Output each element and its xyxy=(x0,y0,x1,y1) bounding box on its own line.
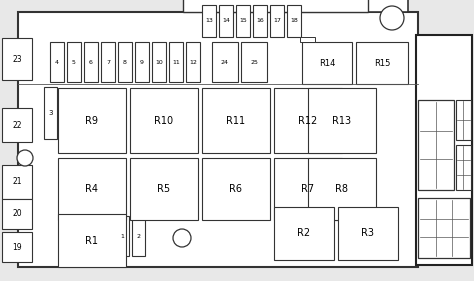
Text: R3: R3 xyxy=(362,228,374,239)
Bar xyxy=(418,100,454,190)
Bar xyxy=(270,5,284,37)
Bar xyxy=(416,35,472,265)
Text: R11: R11 xyxy=(227,115,246,126)
Text: 6: 6 xyxy=(89,60,93,65)
Bar xyxy=(219,5,233,37)
Bar xyxy=(2,199,32,229)
Text: R6: R6 xyxy=(229,184,243,194)
Text: 13: 13 xyxy=(205,19,213,24)
Bar xyxy=(2,165,32,199)
Circle shape xyxy=(380,6,404,30)
Polygon shape xyxy=(18,0,418,12)
Bar xyxy=(2,108,32,142)
Text: 1: 1 xyxy=(120,234,125,239)
Text: 4: 4 xyxy=(55,60,59,65)
Bar xyxy=(2,232,32,262)
Text: R8: R8 xyxy=(336,184,348,194)
Bar xyxy=(101,42,115,82)
Bar xyxy=(456,100,471,140)
Bar xyxy=(202,5,216,37)
Text: 14: 14 xyxy=(222,19,230,24)
Bar xyxy=(253,5,267,37)
Text: R14: R14 xyxy=(319,58,335,67)
Bar xyxy=(116,216,129,256)
Bar xyxy=(67,42,81,82)
Bar xyxy=(58,88,126,153)
Bar xyxy=(212,42,238,82)
Text: 11: 11 xyxy=(172,60,180,65)
Text: R12: R12 xyxy=(298,115,318,126)
Bar xyxy=(338,207,398,260)
Text: R7: R7 xyxy=(301,184,315,194)
Bar xyxy=(84,42,98,82)
Bar xyxy=(202,88,270,153)
Bar xyxy=(58,214,126,267)
Text: R10: R10 xyxy=(155,115,173,126)
Bar xyxy=(456,145,471,190)
Bar xyxy=(274,88,342,153)
Text: 2: 2 xyxy=(137,234,140,239)
Bar xyxy=(356,42,408,84)
Text: R2: R2 xyxy=(298,228,310,239)
Text: 16: 16 xyxy=(256,19,264,24)
Text: R9: R9 xyxy=(85,115,99,126)
Text: R13: R13 xyxy=(332,115,352,126)
Text: 9: 9 xyxy=(140,60,144,65)
Bar xyxy=(135,42,149,82)
Bar xyxy=(132,216,145,256)
Text: 3: 3 xyxy=(48,110,53,116)
Bar xyxy=(186,42,200,82)
Text: R1: R1 xyxy=(85,235,99,246)
Bar xyxy=(302,42,352,84)
Text: 7: 7 xyxy=(106,60,110,65)
Bar xyxy=(287,5,301,37)
Bar xyxy=(130,158,198,220)
Text: R4: R4 xyxy=(85,184,99,194)
Circle shape xyxy=(17,150,33,166)
Bar xyxy=(118,42,132,82)
Bar xyxy=(58,158,126,220)
Bar xyxy=(274,158,342,220)
Text: 21: 21 xyxy=(12,178,22,187)
Bar xyxy=(183,0,368,12)
Bar xyxy=(274,207,334,260)
Text: 19: 19 xyxy=(12,243,22,251)
Bar xyxy=(130,88,198,153)
Text: 25: 25 xyxy=(250,60,258,65)
Circle shape xyxy=(173,229,191,247)
Bar xyxy=(308,88,376,153)
Bar xyxy=(169,42,183,82)
Text: 24: 24 xyxy=(221,60,229,65)
Text: 12: 12 xyxy=(189,60,197,65)
Text: 17: 17 xyxy=(273,19,281,24)
Bar xyxy=(152,42,166,82)
Bar xyxy=(50,42,64,82)
Bar xyxy=(18,12,418,267)
Text: R5: R5 xyxy=(157,184,171,194)
Text: 18: 18 xyxy=(290,19,298,24)
Bar xyxy=(418,198,470,258)
Text: 10: 10 xyxy=(155,60,163,65)
Bar xyxy=(300,37,315,42)
Text: 22: 22 xyxy=(12,121,22,130)
Text: 15: 15 xyxy=(239,19,247,24)
Text: R15: R15 xyxy=(374,58,390,67)
Bar xyxy=(202,158,270,220)
Bar xyxy=(2,38,32,80)
Bar xyxy=(44,87,57,139)
Text: 20: 20 xyxy=(12,210,22,219)
Text: 5: 5 xyxy=(72,60,76,65)
Text: 23: 23 xyxy=(12,55,22,64)
Bar xyxy=(241,42,267,82)
Bar xyxy=(236,5,250,37)
Bar xyxy=(308,158,376,220)
Text: 8: 8 xyxy=(123,60,127,65)
